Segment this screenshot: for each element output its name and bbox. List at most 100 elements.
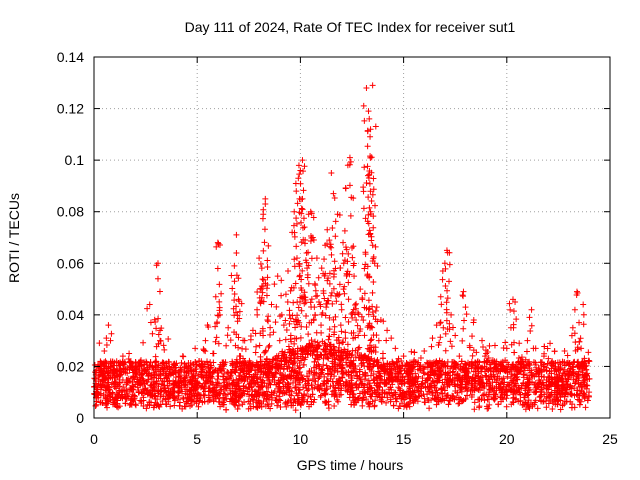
- scatter-point: [461, 317, 468, 324]
- scatter-point: [130, 373, 137, 380]
- scatter-point: [572, 347, 579, 354]
- scatter-point: [479, 392, 486, 399]
- scatter-point: [257, 358, 264, 365]
- scatter-point: [560, 370, 567, 377]
- scatter-point: [349, 254, 356, 261]
- scatter-point: [354, 375, 361, 382]
- scatter-point: [481, 397, 488, 404]
- scatter-point: [360, 102, 367, 109]
- scatter-point: [450, 324, 457, 331]
- scatter-point: [299, 157, 306, 164]
- scatter-point: [264, 264, 271, 271]
- scatter-point: [139, 375, 146, 382]
- scatter-point: [446, 261, 453, 268]
- scatter-point: [233, 363, 240, 370]
- scatter-point: [235, 398, 242, 405]
- scatter-point: [582, 363, 589, 370]
- scatter-point: [316, 386, 323, 393]
- scatter-point: [298, 394, 305, 401]
- scatter-point: [304, 348, 311, 355]
- scatter-point: [293, 243, 300, 250]
- scatter-point: [166, 394, 173, 401]
- scatter-point: [315, 381, 322, 388]
- scatter-point: [360, 205, 367, 212]
- scatter-point: [263, 292, 270, 299]
- scatter-point: [365, 297, 372, 304]
- scatter-point: [516, 368, 523, 375]
- scatter-point: [281, 376, 288, 383]
- scatter-point: [354, 350, 361, 357]
- scatter-point: [100, 392, 107, 399]
- scatter-point: [261, 239, 268, 246]
- scatter-point: [568, 391, 575, 398]
- scatter-point: [438, 301, 445, 308]
- scatter-point: [362, 215, 369, 222]
- x-tick-label: 20: [499, 431, 515, 447]
- scatter-point: [231, 278, 238, 285]
- scatter-point: [339, 250, 346, 257]
- scatter-point: [291, 335, 298, 342]
- scatter-point: [171, 380, 178, 387]
- scatter-point: [183, 398, 190, 405]
- scatter-point: [205, 323, 212, 330]
- scatter-point: [411, 349, 418, 356]
- scatter-point: [196, 398, 203, 405]
- scatter-point: [368, 323, 375, 330]
- scatter-point: [322, 312, 329, 319]
- scatter-point: [415, 359, 422, 366]
- scatter-point: [315, 298, 322, 305]
- scatter-point: [308, 255, 315, 262]
- scatter-point: [298, 307, 305, 314]
- scatter-point: [366, 204, 373, 211]
- scatter-point: [287, 372, 294, 379]
- scatter-point: [295, 365, 302, 372]
- scatter-point: [566, 360, 573, 367]
- scatter-point: [213, 243, 220, 250]
- scatter-point: [212, 338, 219, 345]
- data-points: [91, 82, 593, 414]
- scatter-point: [429, 389, 436, 396]
- scatter-point: [583, 366, 590, 373]
- scatter-point: [326, 326, 333, 333]
- scatter-point: [388, 375, 395, 382]
- scatter-point: [325, 336, 332, 343]
- scatter-point: [107, 337, 114, 344]
- scatter-point: [270, 329, 277, 336]
- scatter-point: [303, 249, 310, 256]
- scatter-point: [260, 332, 267, 339]
- scatter-point: [311, 304, 318, 311]
- scatter-point: [146, 301, 153, 308]
- scatter-point: [324, 297, 331, 304]
- scatter-point: [436, 339, 443, 346]
- scatter-point: [576, 401, 583, 408]
- scatter-point: [371, 403, 378, 410]
- scatter-point: [271, 281, 278, 288]
- scatter-point: [250, 397, 257, 404]
- scatter-point: [456, 353, 463, 360]
- scatter-point: [109, 401, 116, 408]
- scatter-point: [285, 398, 292, 405]
- scatter-point: [317, 351, 324, 358]
- scatter-point: [294, 396, 301, 403]
- scatter-point: [580, 301, 587, 308]
- scatter-point: [144, 378, 151, 385]
- scatter-point: [235, 372, 242, 379]
- scatter-point: [529, 372, 536, 379]
- scatter-point: [176, 387, 183, 394]
- scatter-point: [508, 371, 515, 378]
- scatter-point: [258, 368, 265, 375]
- scatter-point: [91, 361, 98, 368]
- scatter-point: [457, 395, 464, 402]
- scatter-point: [307, 350, 314, 357]
- scatter-point: [237, 353, 244, 360]
- scatter-point: [257, 300, 264, 307]
- scatter-point: [196, 362, 203, 369]
- scatter-point: [230, 399, 237, 406]
- scatter-point: [294, 312, 301, 319]
- scatter-point: [329, 378, 336, 385]
- scatter-point: [367, 337, 374, 344]
- scatter-point: [534, 405, 541, 412]
- scatter-point: [162, 401, 169, 408]
- scatter-point: [364, 218, 371, 225]
- scatter-point: [439, 276, 446, 283]
